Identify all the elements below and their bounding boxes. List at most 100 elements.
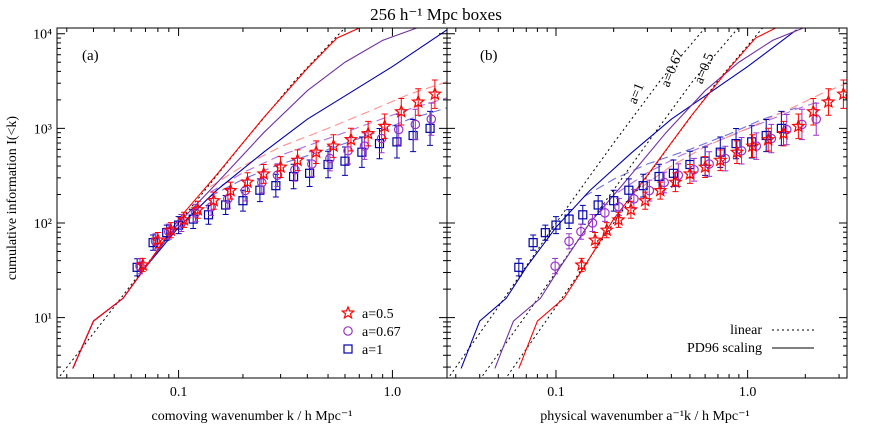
marker-circle <box>426 114 437 124</box>
marker-circle <box>614 202 624 212</box>
marker-star <box>668 174 683 189</box>
error-bar <box>625 178 632 203</box>
data-point-a-0-5 <box>821 88 836 116</box>
error-bar <box>365 120 372 147</box>
series-line-dashed-a-0-5-b <box>641 82 847 188</box>
marker-circle <box>797 119 807 130</box>
marker-star <box>791 118 806 133</box>
legend-marker-circle <box>343 326 353 336</box>
marker-square <box>323 159 333 170</box>
error-bar <box>566 209 573 230</box>
error-bar <box>589 213 596 233</box>
marker-star <box>637 193 653 207</box>
marker-star <box>343 131 359 146</box>
marker-square <box>551 220 561 230</box>
legend-label-a05: a=0.5 <box>362 307 394 322</box>
marker-star <box>377 118 392 133</box>
series-line-dashed-a-1-a <box>209 107 447 198</box>
legend-item-a1: a=1 <box>343 343 383 358</box>
error-bar <box>427 110 434 146</box>
error-bar <box>813 102 820 136</box>
y-tick-label: 10² <box>34 217 52 232</box>
marker-square <box>638 181 648 191</box>
data-point-a-0-5 <box>791 113 806 140</box>
data-point-a-0-5 <box>393 97 409 126</box>
legend-label-linear: linear <box>730 323 762 338</box>
data-point-a-0-5 <box>377 113 392 140</box>
marker-star <box>776 125 791 140</box>
data-point-a-0-5 <box>176 211 192 228</box>
data-point-a-0-67 <box>564 233 574 250</box>
error-bar <box>552 258 559 275</box>
marker-circle <box>325 153 335 164</box>
marker-square <box>425 123 435 133</box>
marker-star <box>190 202 206 216</box>
data-point-a-1 <box>551 216 561 235</box>
error-bar <box>795 113 802 140</box>
marker-square <box>593 200 603 210</box>
marker-star <box>150 232 166 247</box>
legend-label-a067: a=0.67 <box>362 325 401 340</box>
series-line-dotted-linear-a <box>57 28 346 378</box>
line-legend: linear PD96 scaling <box>687 323 814 356</box>
series-line-dotted-a-1-b <box>447 28 706 378</box>
error-bar <box>515 258 522 277</box>
legend-marker <box>343 326 353 336</box>
marker-star <box>574 257 589 272</box>
data-point-a-0-67 <box>410 108 421 141</box>
marker-star <box>163 222 179 237</box>
marker-circle <box>550 261 560 271</box>
marker-circle <box>190 208 201 218</box>
data-point-a-0-5 <box>713 149 728 172</box>
error-bar <box>768 123 775 154</box>
marker-square <box>609 196 619 206</box>
marker-square <box>221 200 231 210</box>
legend-item-a067: a=0.67 <box>343 325 401 340</box>
series-line-dotted-a-0-67-b <box>480 28 739 378</box>
annotation-a1: a=1 <box>626 81 648 106</box>
error-bar <box>431 79 438 109</box>
marker-legend: a=0.5 a=0.67 a=1 <box>340 305 401 358</box>
data-point-a-0-67 <box>587 213 598 233</box>
marker-star <box>135 257 151 272</box>
marker-star <box>360 125 376 140</box>
marker-star <box>611 212 626 227</box>
marker-square <box>564 214 574 224</box>
error-bar <box>783 113 790 146</box>
marker-star <box>410 94 426 109</box>
marker-circle <box>576 226 586 237</box>
data-point-a-1 <box>761 118 771 153</box>
marker-circle <box>673 170 684 180</box>
data-point-a-1 <box>514 258 524 277</box>
error-bar <box>595 195 602 215</box>
marker-circle <box>135 261 145 271</box>
marker-square <box>392 137 402 147</box>
legend-marker <box>343 344 353 354</box>
marker-square <box>514 262 524 272</box>
data-point-a-1 <box>374 127 385 160</box>
data-point-a-0-5 <box>223 181 238 200</box>
error-bar <box>780 120 787 147</box>
data-point-a-0-5 <box>135 257 151 273</box>
error-bar <box>579 204 586 225</box>
error-bar <box>381 113 388 140</box>
data-point-a-1 <box>540 224 550 241</box>
x-tick-label: 0.1 <box>170 385 188 400</box>
data-point-a-0-5 <box>240 172 255 193</box>
data-point-a-0-5 <box>427 79 443 109</box>
marker-square <box>776 123 786 133</box>
legend-item-pd96: PD96 scaling <box>687 341 814 356</box>
marker-star <box>599 222 615 237</box>
error-bar <box>733 140 740 165</box>
marker-star <box>682 166 698 181</box>
panel-a-label: (a) <box>82 48 99 64</box>
marker-star <box>652 182 668 197</box>
data-point-a-0-5 <box>611 211 626 228</box>
x-tick-label: 1.0 <box>739 385 757 400</box>
series-line-solid-a-1-b <box>460 29 797 369</box>
panel-a-x-label: comoving wavenumber k / h Mpc⁻¹ <box>152 409 353 424</box>
error-bar <box>530 234 537 251</box>
data-point-a-0-5 <box>805 97 821 126</box>
marker-star <box>223 182 238 197</box>
data-point-a-1 <box>528 234 538 251</box>
